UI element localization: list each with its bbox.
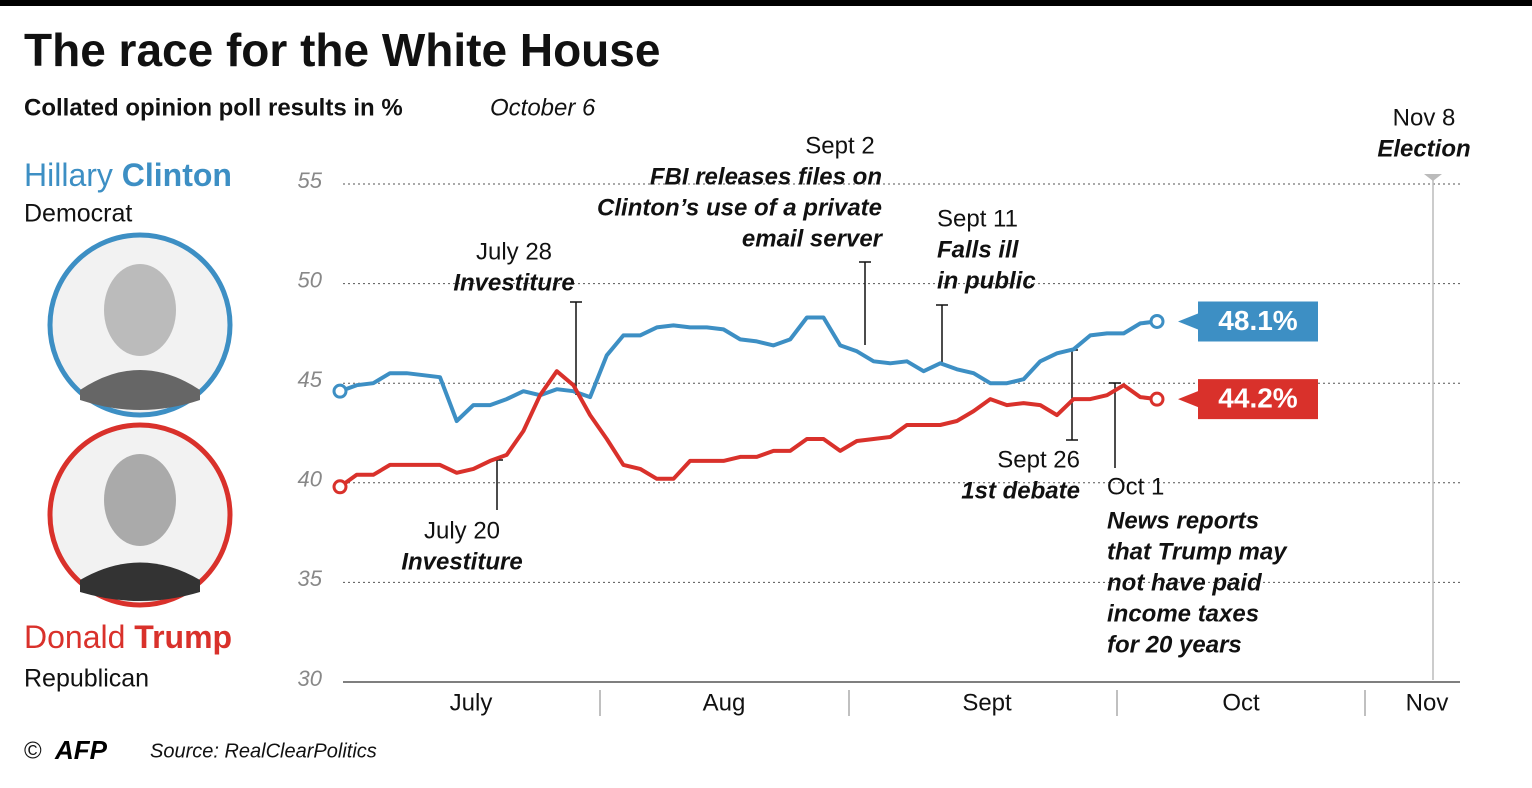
annotation-date: Nov 8 [1393, 104, 1456, 131]
x-tick-label: Sept [962, 689, 1012, 716]
annotation-text: FBI releases files on [650, 163, 882, 190]
annotation-date: July 28 [476, 238, 552, 265]
candidate-name: Donald Trump [24, 619, 232, 655]
annotation-text: News reports [1107, 507, 1259, 534]
x-tick-label: Oct [1222, 689, 1260, 716]
value-label-box [1178, 379, 1318, 420]
annotation-text: Investiture [453, 269, 574, 296]
y-tick-label: 55 [298, 168, 323, 193]
candidate-first: Donald [24, 619, 125, 655]
candidate-name: Hillary Clinton [24, 157, 232, 193]
annotation-text: Clinton’s use of a private [597, 194, 882, 221]
y-tick-label: 40 [298, 467, 323, 492]
annotation-text: that Trump may [1107, 538, 1288, 565]
portrait-trump [47, 422, 233, 608]
annotation-text: income taxes [1107, 600, 1259, 627]
annotation-text: Election [1377, 135, 1470, 162]
annotation-date: Oct 1 [1107, 473, 1164, 500]
x-tick-label: Nov [1406, 689, 1449, 716]
subtitle: Collated opinion poll results in % [24, 94, 403, 121]
annotation-date: Sept 26 [997, 446, 1080, 473]
annotation-date: Sept 2 [805, 132, 874, 159]
y-tick-label: 35 [298, 566, 323, 591]
value-label-box [1178, 301, 1318, 342]
annotation-date: Sept 11 [937, 205, 1018, 232]
value-label: 44.2% [1218, 383, 1297, 414]
y-tick-label: 50 [298, 267, 323, 292]
source: Source: RealClearPolitics [150, 740, 377, 762]
annotation-date: July 20 [424, 517, 500, 544]
y-tick-label: 45 [298, 367, 323, 392]
x-tick-label: July [450, 689, 493, 716]
candidate-last: Clinton [122, 157, 232, 193]
value-label: 48.1% [1218, 305, 1297, 336]
series-line [339, 315, 1158, 423]
x-tick-label: Aug [703, 689, 746, 716]
portrait-clinton [47, 232, 233, 418]
candidate-first: Hillary [24, 157, 113, 193]
candidate-party: Republican [24, 665, 149, 693]
end-point [332, 479, 348, 495]
chart-title: The race for the White House [24, 24, 660, 76]
top-bar [0, 0, 1532, 6]
candidate-last: Trump [134, 619, 232, 655]
date: October 6 [490, 94, 596, 121]
annotation-text: in public [937, 267, 1036, 294]
end-point [1149, 313, 1165, 329]
y-tick-label: 30 [298, 666, 323, 691]
annotation-text: for 20 years [1107, 631, 1242, 658]
series-line [338, 369, 1158, 489]
candidate-party: Democrat [24, 200, 132, 228]
annotation-text: Investiture [401, 548, 522, 575]
copyright: © [24, 737, 42, 764]
annotation-text: email server [742, 225, 884, 252]
annotation-text: 1st debate [961, 477, 1080, 504]
election-marker [1424, 174, 1442, 181]
end-point [332, 383, 348, 399]
end-point [1149, 391, 1165, 407]
annotation-text: not have paid [1107, 569, 1263, 596]
annotation-text: Falls ill [937, 236, 1020, 263]
agency: AFP [54, 735, 108, 765]
